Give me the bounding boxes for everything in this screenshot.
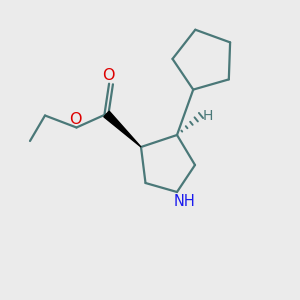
Text: O: O [69,112,81,127]
Text: H: H [202,109,213,122]
Text: O: O [102,68,114,83]
Polygon shape [104,111,141,147]
Text: NH: NH [174,194,195,209]
